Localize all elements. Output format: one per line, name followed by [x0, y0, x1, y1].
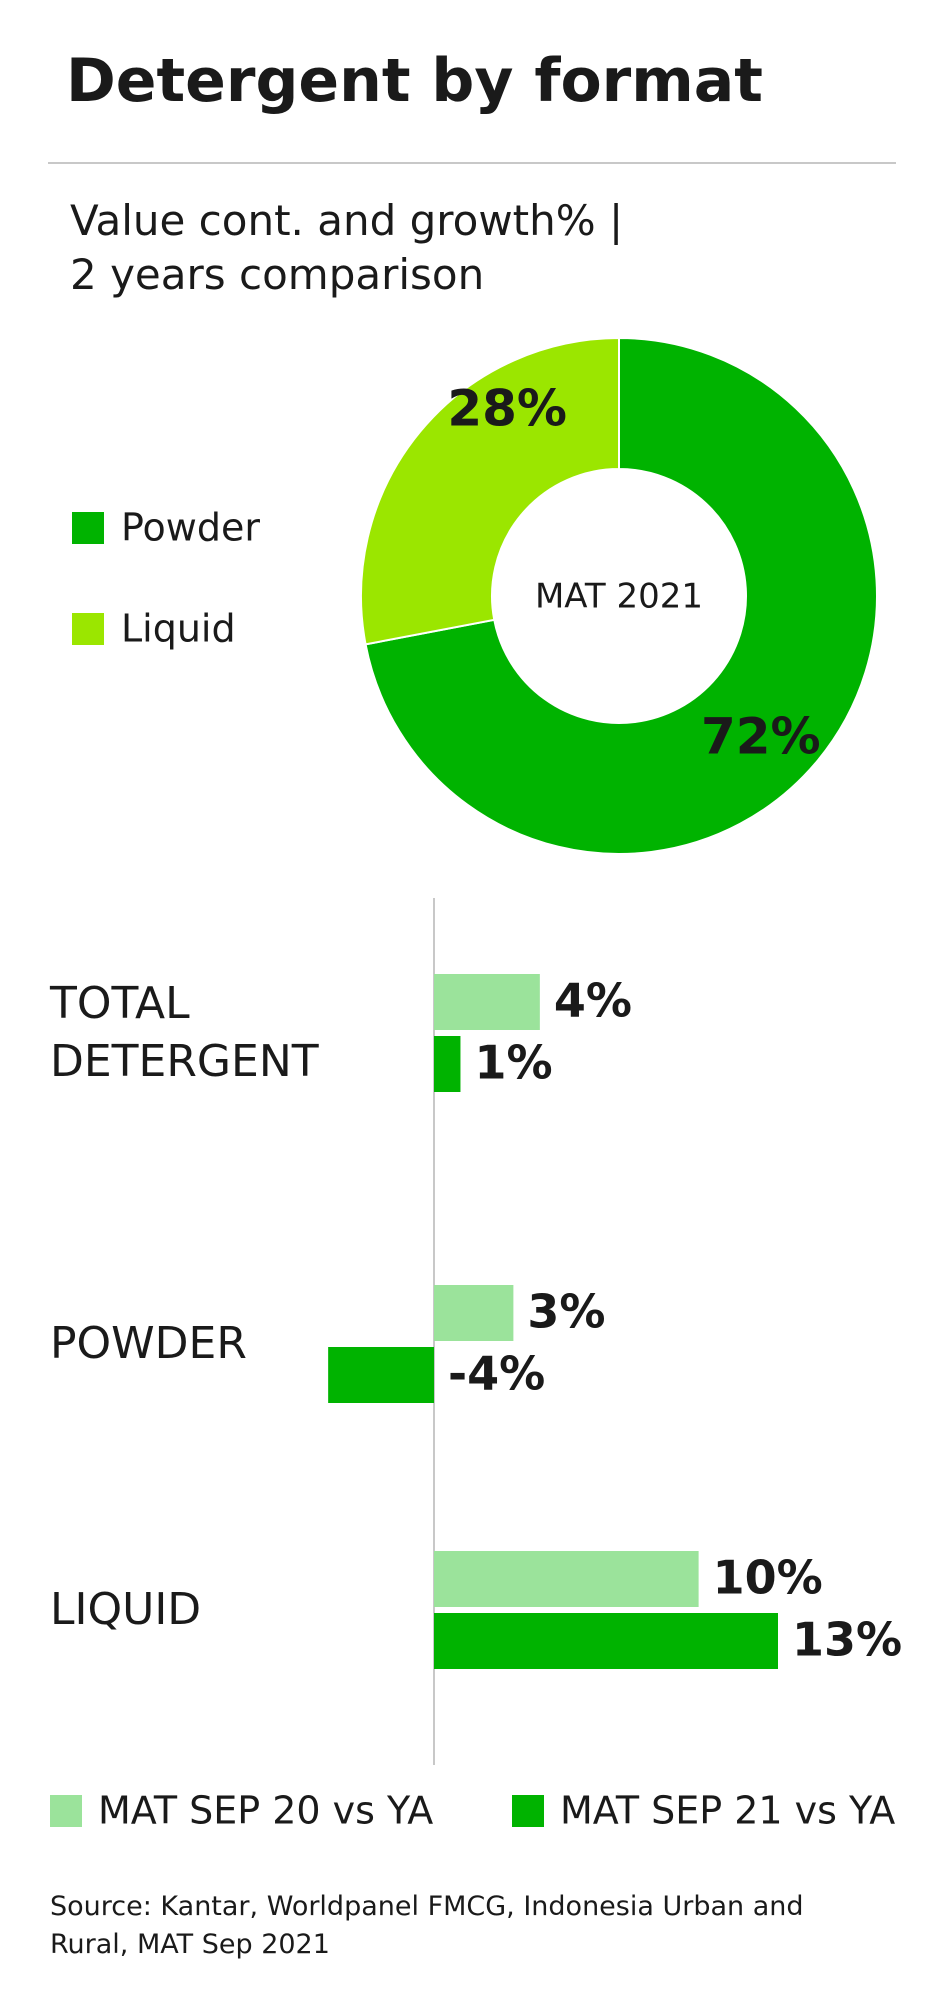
title: Detergent by format — [66, 46, 763, 116]
donut-slice — [364, 336, 878, 855]
bar — [434, 1285, 514, 1341]
source: Source: Kantar, Worldpanel FMCG, Indones… — [50, 1891, 804, 1960]
legend-swatch — [50, 1795, 82, 1827]
legend-swatch — [512, 1795, 544, 1827]
subtitle: 2 years comparison — [70, 250, 485, 299]
donut-slice — [360, 336, 620, 646]
value-label: 10% — [713, 1551, 823, 1605]
bar — [434, 974, 540, 1030]
value-label: 3% — [527, 1285, 605, 1339]
slice-label: 72% — [701, 707, 821, 765]
legend-swatch — [72, 613, 104, 645]
value-label: -4% — [448, 1347, 545, 1401]
legend-label: Liquid — [121, 607, 236, 651]
legend-label: MAT SEP 21 vs YA — [560, 1789, 895, 1833]
category-label: LIQUID — [50, 1584, 202, 1635]
bar — [328, 1347, 434, 1403]
value-label: 1% — [474, 1036, 552, 1090]
legend-swatch — [72, 512, 104, 544]
center-label: MAT 2021 — [535, 577, 703, 617]
legend-label: MAT SEP 20 vs YA — [98, 1789, 433, 1833]
bar — [434, 1036, 461, 1092]
category-label: POWDER — [50, 1318, 247, 1369]
subtitle: Value cont. and growth% | — [70, 196, 624, 245]
category-label: TOTAL DETERGENT — [50, 978, 319, 1087]
slice-label: 28% — [447, 380, 567, 438]
bar — [434, 1551, 699, 1607]
value-label: 13% — [792, 1613, 902, 1667]
bar — [434, 1613, 778, 1669]
value-label: 4% — [554, 974, 632, 1028]
legend-label: Powder — [121, 506, 260, 550]
